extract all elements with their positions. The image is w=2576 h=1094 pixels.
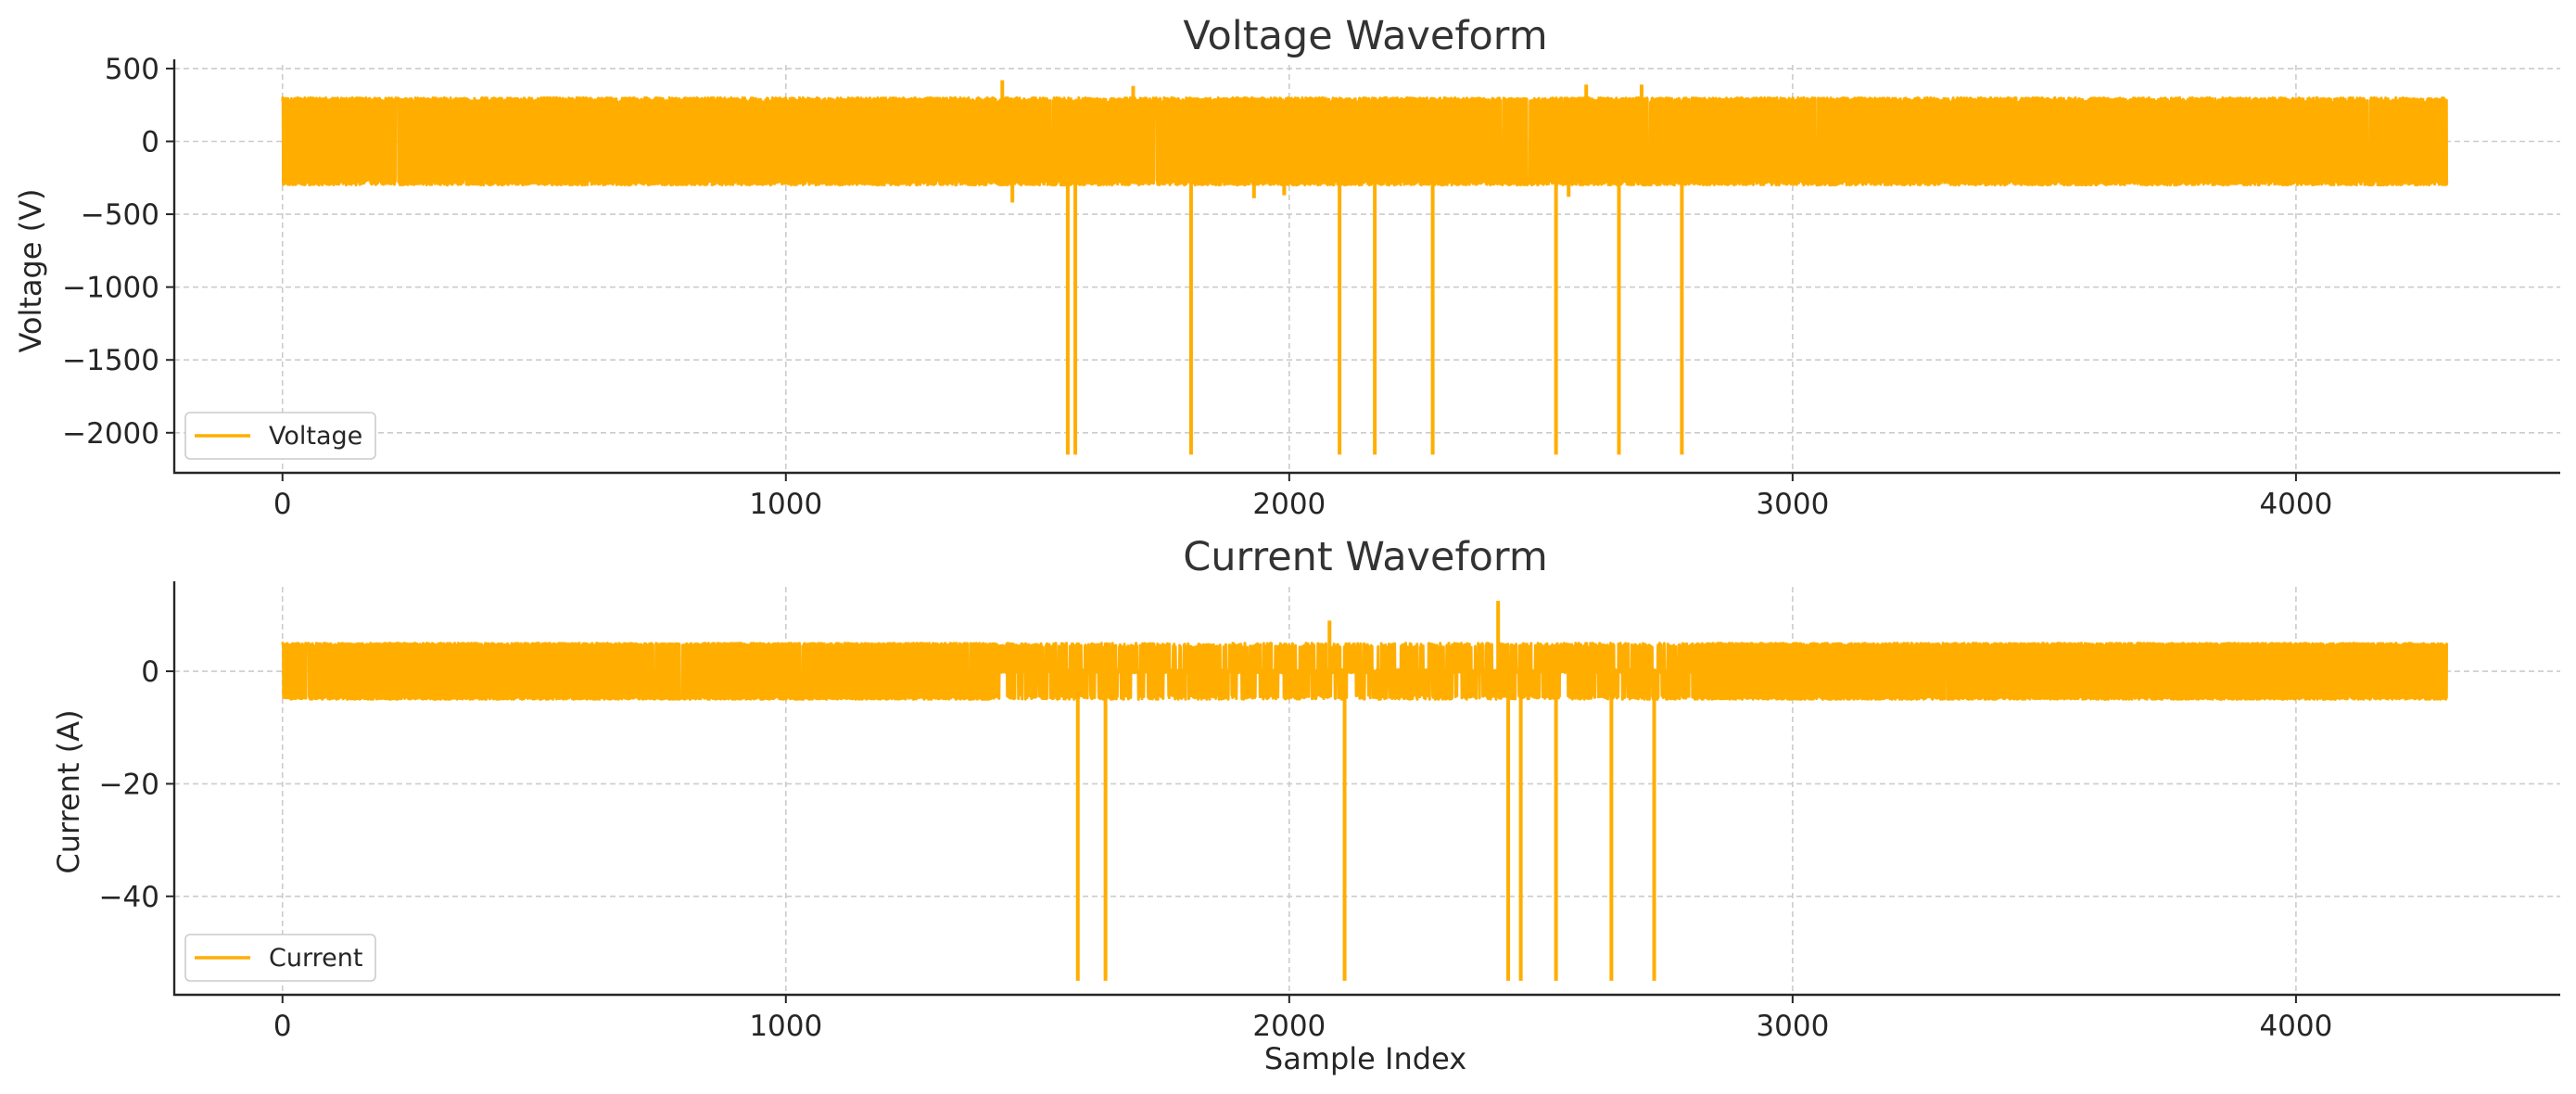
voltage-x-tick-label: 4000 [2259,488,2332,521]
current-legend: Current [184,934,376,982]
voltage-y-tick-label: 500 [105,53,159,86]
current-axes-spine [172,581,2560,997]
voltage-axes-spine [172,59,2560,475]
current-x-tick-label: 0 [273,1010,292,1043]
voltage-y-tick-label: −1500 [62,344,159,377]
current-legend-label: Current [269,944,362,973]
voltage-series-line [281,95,2449,187]
voltage-y-tick-label: −1000 [62,272,159,305]
current-y-axis-label: Current (A) [51,709,86,873]
current-x-tick-label: 3000 [1756,1010,1829,1043]
current-x-tick-label: 4000 [2259,1010,2332,1043]
current-x-tick-label: 2000 [1252,1010,1326,1043]
voltage-x-tick-label: 3000 [1756,488,1829,521]
voltage-legend-label: Voltage [269,422,362,451]
current-chart-title: Current Waveform [1183,534,1547,580]
current-panel: 0 1000 2000 3000 4000 0 −20 −40 Current Wavefor… [51,534,2560,1076]
current-x-tick-label: 1000 [749,1010,822,1043]
current-y-tick-label: −20 [99,768,159,801]
current-y-tick-label: −40 [99,881,159,914]
current-series-line [281,642,2449,701]
voltage-panel: 0 1000 2000 3000 40005000−500−1000−1500−2000… [13,13,2560,521]
x-axis-label: Sample Index [1264,1041,1466,1076]
voltage-x-tick-label: 1000 [749,488,822,521]
voltage-y-tick-label: −500 [81,198,159,232]
current-legend-box [184,934,376,982]
voltage-legend-box [184,412,376,460]
voltage-y-tick-label: 0 [141,126,159,159]
voltage-x-tick-label: 2000 [1252,488,1326,521]
voltage-y-tick-label: −2000 [62,417,159,451]
voltage-legend: Voltage [184,412,376,460]
current-y-tick-label: 0 [141,655,159,689]
voltage-y-axis-label: Voltage (V) [13,188,48,352]
voltage-x-tick-label: 0 [273,488,292,521]
voltage-chart-title: Voltage Waveform [1183,13,1547,59]
